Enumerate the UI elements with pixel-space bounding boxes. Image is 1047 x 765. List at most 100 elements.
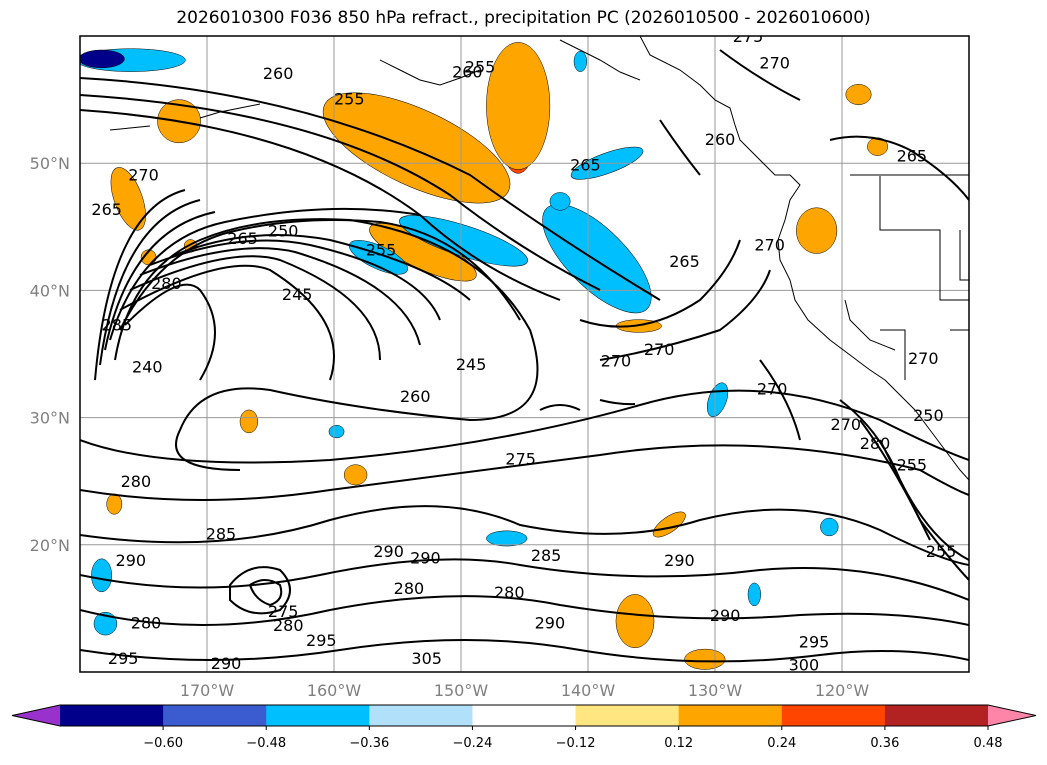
x-tick-label: 150°W (434, 681, 489, 700)
contour-label: 245 (282, 285, 313, 304)
contour-label: 285 (206, 524, 237, 543)
x-tick-label: 130°W (688, 681, 743, 700)
colorbar-segment (575, 705, 680, 726)
colorbar-tick-label: −0.60 (143, 736, 183, 751)
precip-patch (820, 517, 839, 537)
contour-label: 290 (373, 542, 404, 561)
contour-label: 280 (131, 613, 162, 632)
precip-patch (542, 203, 652, 314)
contour-label: 260 (705, 130, 736, 149)
contour-label: 265 (669, 252, 700, 271)
contour-label: 255 (366, 241, 397, 260)
contour-label: 265 (227, 229, 258, 248)
y-tick-label: 40°N (30, 281, 70, 300)
contour-label: 250 (913, 406, 944, 425)
colorbar-segment (884, 705, 989, 726)
contour-label: 265 (570, 155, 601, 174)
x-tick-label: 140°W (561, 681, 616, 700)
contour-label: 285 (531, 546, 562, 565)
contour-label: 260 (400, 387, 431, 406)
contour-label: 270 (757, 379, 788, 398)
contour-label: 280 (860, 434, 891, 453)
colorbar-tick-label: −0.12 (556, 736, 596, 751)
colorbar-extend-low (12, 705, 60, 726)
contour-label: 240 (132, 358, 163, 377)
precip-patch (322, 92, 511, 204)
colorbar-tick-label: 0.36 (870, 736, 899, 751)
contour-label: 280 (273, 616, 304, 635)
contour-label: 265 (897, 147, 928, 166)
precip-patch (239, 409, 259, 434)
contour-label: 290 (535, 613, 566, 632)
contour-label: 290 (116, 551, 147, 570)
contour-label: 260 (452, 63, 483, 82)
colorbar-segment (369, 705, 473, 726)
contour-label: 275 (733, 27, 764, 46)
chart-title: 2026010300 F036 850 hPa refract., precip… (176, 8, 871, 28)
colorbar-tick-label: 0.48 (974, 736, 1003, 751)
colorbar-segment (781, 705, 886, 726)
y-tick-label: 20°N (30, 536, 70, 555)
precip-patch (845, 84, 872, 105)
contour-label: 295 (108, 649, 139, 668)
contour-label: 260 (263, 64, 294, 83)
contour-label: 270 (759, 54, 790, 73)
x-tick-label: 160°W (307, 681, 362, 700)
contour-label: 305 (411, 649, 442, 668)
y-tick-label: 50°N (30, 154, 70, 173)
contour-label: 255 (334, 89, 365, 108)
colorbar-tick-label: 0.12 (664, 736, 693, 751)
precip-patch (110, 167, 146, 231)
contour-label: 270 (831, 415, 862, 434)
contour-label: 295 (799, 632, 830, 651)
gridlines (80, 36, 969, 672)
precip-patch (343, 464, 368, 486)
precip-patch (486, 42, 551, 170)
precip-patch (93, 611, 118, 636)
contour-label: 280 (121, 472, 152, 491)
coastlines (109, 36, 969, 481)
precip-patches (80, 42, 888, 670)
precip-patch (796, 207, 838, 254)
contour-label: 280 (394, 579, 425, 598)
colorbar-segment (163, 705, 267, 726)
precip-patch (91, 558, 112, 593)
precip-patch (106, 493, 123, 515)
y-tick-labels: 20°N 30°N 40°N 50°N (30, 154, 70, 555)
contour-label: 290 (211, 654, 242, 673)
precip-patch (486, 530, 528, 547)
precip-patch (652, 511, 686, 538)
contour-label: 265 (91, 200, 122, 219)
contour-label: 270 (644, 340, 675, 359)
precip-patch (706, 382, 729, 418)
colorbar-tick-label: −0.36 (349, 736, 389, 751)
colorbar-segment (60, 705, 164, 726)
contour-label: 275 (505, 449, 536, 468)
precip-patch (747, 582, 761, 607)
contour-label: 280 (494, 583, 525, 602)
contour-label: 270 (601, 351, 632, 370)
contour-label: 300 (789, 655, 820, 674)
precip-patch (328, 424, 345, 439)
colorbar-segment (472, 705, 577, 726)
precip-patch (399, 215, 528, 267)
y-tick-label: 30°N (30, 409, 70, 428)
contour-label: 290 (410, 549, 441, 568)
colorbar-tick-label: −0.48 (246, 736, 286, 751)
precip-patch (615, 594, 655, 649)
contour-label: 255 (897, 456, 928, 475)
contour-label: 270 (754, 236, 785, 255)
x-tick-label: 120°W (815, 681, 870, 700)
contour-label: 250 (268, 222, 299, 241)
x-tick-labels: 170°W 160°W 150°W 140°W 130°W 120°W (180, 681, 870, 700)
contour-label: 285 (102, 316, 133, 335)
refractivity-contours (80, 49, 969, 663)
colorbar-tick-label: 0.24 (767, 736, 796, 751)
colorbar-extend-high (988, 705, 1036, 726)
precip-patch (80, 49, 125, 69)
colorbar-segment (678, 705, 783, 726)
contour-label: 280 (151, 274, 182, 293)
colorbar-tick-label: −0.24 (453, 736, 493, 751)
contour-label: 270 (908, 349, 939, 368)
